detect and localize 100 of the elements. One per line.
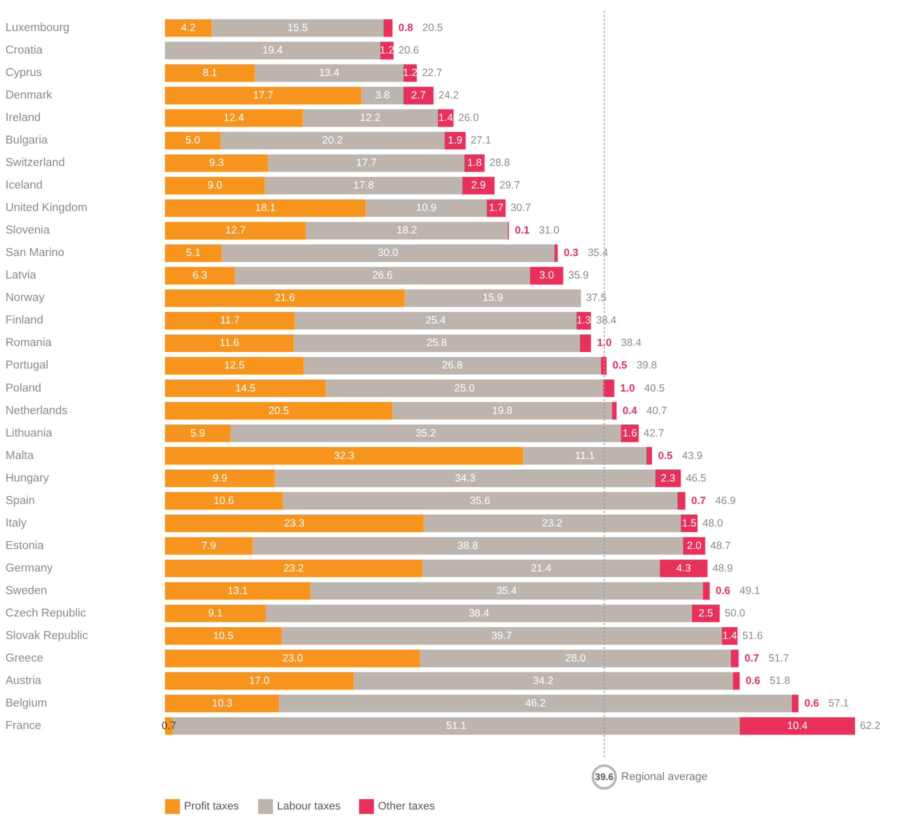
data-label: 34.2 <box>533 674 554 687</box>
data-label: 26.6 <box>372 270 393 282</box>
data-label: 39.7 <box>491 630 512 642</box>
bar <box>165 537 253 555</box>
bar <box>165 424 230 442</box>
data-label: 23.2 <box>283 562 304 574</box>
data-label: 0.5 <box>612 360 628 372</box>
y-tick-label: United Kingdom <box>6 202 88 214</box>
data-label: 18.1 <box>255 202 276 214</box>
bar <box>294 312 577 330</box>
bar <box>165 109 303 127</box>
total-label: 51.7 <box>768 652 790 664</box>
data-label: 35.4 <box>496 584 518 597</box>
data-label: 17.7 <box>356 157 377 170</box>
bar <box>264 176 462 194</box>
bar <box>660 560 708 578</box>
data-label: 0.8 <box>398 22 414 34</box>
total-label: 43.9 <box>682 450 703 462</box>
data-label: 17.8 <box>353 180 374 192</box>
total-label: 46.9 <box>715 494 736 507</box>
data-label: 12.7 <box>225 224 246 237</box>
y-tick-label: Sweden <box>6 584 48 597</box>
data-label: 20.2 <box>322 134 343 147</box>
bar <box>165 154 268 172</box>
data-label: 12.4 <box>224 112 244 124</box>
data-label: 2.9 <box>471 180 486 192</box>
y-tick-label: Switzerland <box>6 157 65 170</box>
data-label: 34.3 <box>454 472 476 484</box>
data-label: 10.9 <box>416 202 437 214</box>
bar <box>361 86 404 104</box>
bar <box>165 86 362 104</box>
bar <box>165 470 275 488</box>
bar <box>165 514 424 532</box>
bar <box>165 334 294 352</box>
data-label: 1.2 <box>402 67 418 80</box>
data-label: 10.5 <box>213 630 234 642</box>
bar <box>165 244 222 262</box>
data-label: 5.9 <box>190 427 206 440</box>
data-label: 23.0 <box>282 652 303 664</box>
bar <box>165 356 304 375</box>
bar <box>530 266 564 284</box>
data-label: 0.6 <box>716 584 730 597</box>
text: 39.6 <box>595 772 614 783</box>
data-label: 1.4 <box>722 630 738 642</box>
data-label: 26.8 <box>442 360 463 372</box>
y-tick-label: Spain <box>6 494 35 507</box>
bar <box>165 582 310 600</box>
bar <box>165 604 266 622</box>
data-label: 2.7 <box>411 90 426 102</box>
bar <box>254 64 404 82</box>
data-label: 9.9 <box>212 472 228 484</box>
bar <box>404 86 434 104</box>
bar <box>165 289 405 307</box>
y-tick-label: Slovenia <box>6 224 50 237</box>
total-label: 40.5 <box>644 382 665 394</box>
data-label: 0.6 <box>804 697 820 710</box>
legend-label: Regional average <box>621 771 708 783</box>
total-label: 49.1 <box>740 584 760 597</box>
data-label: 3.0 <box>539 270 554 282</box>
data-label: 1.4 <box>438 112 454 124</box>
data-label: 9.1 <box>208 607 223 620</box>
bar <box>326 379 604 398</box>
bar <box>302 109 438 127</box>
y-tick-label: Finland <box>6 314 44 327</box>
y-tick-label: Hungary <box>6 472 50 484</box>
bar <box>306 222 508 240</box>
data-label: 4.2 <box>180 22 196 34</box>
bar <box>294 334 580 352</box>
data-label: 4.3 <box>676 562 692 574</box>
bar <box>252 537 684 555</box>
bar <box>554 244 558 262</box>
bar <box>165 19 212 37</box>
data-label: 21.4 <box>530 562 552 574</box>
bar <box>165 379 326 398</box>
bar <box>222 244 554 262</box>
data-label: 19.8 <box>492 404 513 417</box>
data-label: 25.8 <box>426 337 448 350</box>
data-label: 6.3 <box>192 270 208 282</box>
data-label: 0.1 <box>514 224 530 237</box>
legend-label: Labour taxes <box>277 800 342 813</box>
total-label: 20.6 <box>398 44 420 57</box>
bar <box>354 672 733 690</box>
total-label: 31.0 <box>538 224 560 237</box>
data-label: 14.5 <box>235 382 256 394</box>
y-tick-label: Denmark <box>6 90 52 102</box>
bar <box>384 19 392 37</box>
total-label: 35.9 <box>568 270 589 282</box>
y-tick-label: Portugal <box>6 360 48 372</box>
data-label: 1.9 <box>448 134 463 147</box>
data-label: 1.0 <box>596 337 612 350</box>
bar <box>422 560 660 578</box>
data-label: 25.4 <box>425 314 446 327</box>
data-label: 5.1 <box>186 247 201 260</box>
total-label: 39.8 <box>636 360 658 372</box>
total-label: 48.0 <box>702 517 724 530</box>
bar <box>580 334 591 352</box>
bar <box>165 312 295 330</box>
bar <box>420 650 731 668</box>
bar <box>165 402 392 420</box>
total-label: 20.5 <box>422 22 444 34</box>
